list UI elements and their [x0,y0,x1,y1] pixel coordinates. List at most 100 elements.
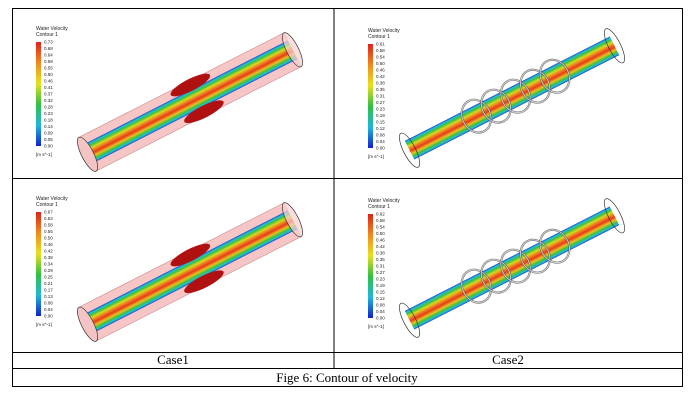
legend-value: 0.12 [376,126,385,131]
legend-value: 0.32 [44,98,53,103]
legend-value: 0.38 [376,251,385,256]
legend-value: 0.50 [44,236,53,241]
pipe-outlet [281,32,303,68]
legend-value: 0.38 [44,255,53,260]
pipe-outlet [603,28,625,64]
legend-value: 0.63 [44,216,53,221]
legend-title: Water Velocity [368,28,400,34]
legend-subtitle: Contour 1 [368,34,390,40]
stent-strut [520,69,551,104]
color-bar [36,42,41,146]
legend-value: 0.59 [44,59,53,64]
legend-value: 0.35 [376,257,385,262]
caption: Fige 6: Contour of velocity [276,370,418,385]
stent-strut [520,239,551,274]
stent-strut [539,229,570,264]
legend-value: 0.67 [44,210,53,215]
pipe-inlet [77,136,99,172]
legend-value: 0.55 [44,66,53,71]
legend-subtitle: Contour 1 [36,202,58,208]
legend-value: 0.00 [44,144,53,149]
legend-value: 0.23 [376,107,385,112]
legend-subtitle: Contour 1 [368,204,390,210]
legend-value: 0.38 [376,81,385,86]
legend-value: 0.68 [44,46,53,51]
legend-value: 0.15 [376,120,385,125]
legend-value: 0.58 [376,218,385,223]
legend-value: 0.58 [376,48,385,53]
legend-value: 0.09 [44,131,53,136]
legend-unit: [m s^-1] [368,154,384,159]
pipe-outlet [281,202,303,238]
legend-title: Water Velocity [36,26,68,32]
legend-value: 0.37 [44,92,53,97]
stenosis [184,270,224,294]
legend-value: 0.25 [44,275,53,280]
case-label: Case1 [157,352,189,367]
pipe [77,202,303,342]
legend-value: 0.27 [376,270,385,275]
legend-value: 0.27 [376,100,385,105]
pipe-outlet [603,198,625,234]
table-frame [12,8,683,387]
table-border [12,8,683,387]
legend-unit: [m s^-1] [36,322,52,327]
legend-value: 0.55 [44,229,53,234]
legend-value: 0.13 [44,294,53,299]
legend-value: 0.50 [376,231,385,236]
legend-value: 0.46 [44,242,53,247]
color-bar [36,212,41,316]
legend-value: 0.00 [44,314,53,319]
legend-value: 0.04 [376,139,385,144]
pipe [399,28,625,168]
velocity-plane [404,206,620,330]
legend-subtitle: Contour 1 [36,32,58,38]
legend-value: 0.42 [44,249,53,254]
legend-value: 0.08 [376,133,385,138]
legend-unit: [m s^-1] [36,152,52,157]
legend-value: 0.42 [376,244,385,249]
pipe-inlet [399,302,421,338]
legend-value: 0.54 [376,225,385,230]
legend-value: 0.08 [376,303,385,308]
legend-value: 0.00 [376,316,385,321]
stent-strut [461,99,492,133]
legend-value: 0.73 [44,40,53,45]
legend-value: 0.46 [376,68,385,73]
legend-value: 0.46 [44,79,53,84]
legend-value: 0.08 [44,301,53,306]
velocity-plane [82,40,298,164]
legend-value: 0.61 [376,42,385,47]
legend-value: 0.12 [376,296,385,301]
stent-strut [461,269,492,303]
legend-value: 0.04 [44,307,53,312]
legend-value: 0.04 [376,309,385,314]
stenosis [184,100,224,124]
stent-strut [500,249,531,284]
stenosis [170,73,211,97]
legend-value: 0.50 [44,72,53,77]
legend-value: 0.64 [44,53,53,58]
legend-value: 0.54 [376,55,385,60]
pipe-inlet [77,306,99,342]
stent-strut [480,259,512,293]
legend-value: 0.17 [44,288,53,293]
legend-value: 0.58 [44,223,53,228]
color-bar [368,44,373,148]
color-bar [368,214,373,318]
legend-title: Water Velocity [368,198,400,204]
legend-title: Water Velocity [36,196,68,202]
legend-value: 0.28 [44,105,53,110]
legend-value: 0.34 [44,262,53,267]
pipe [77,32,303,172]
legend-value: 0.29 [44,268,53,273]
velocity-plane [404,36,620,160]
legend-unit: [m s^-1] [368,324,384,329]
legend-value: 0.62 [376,212,385,217]
legend-value: 0.00 [376,146,385,151]
legend-value: 0.35 [376,87,385,92]
